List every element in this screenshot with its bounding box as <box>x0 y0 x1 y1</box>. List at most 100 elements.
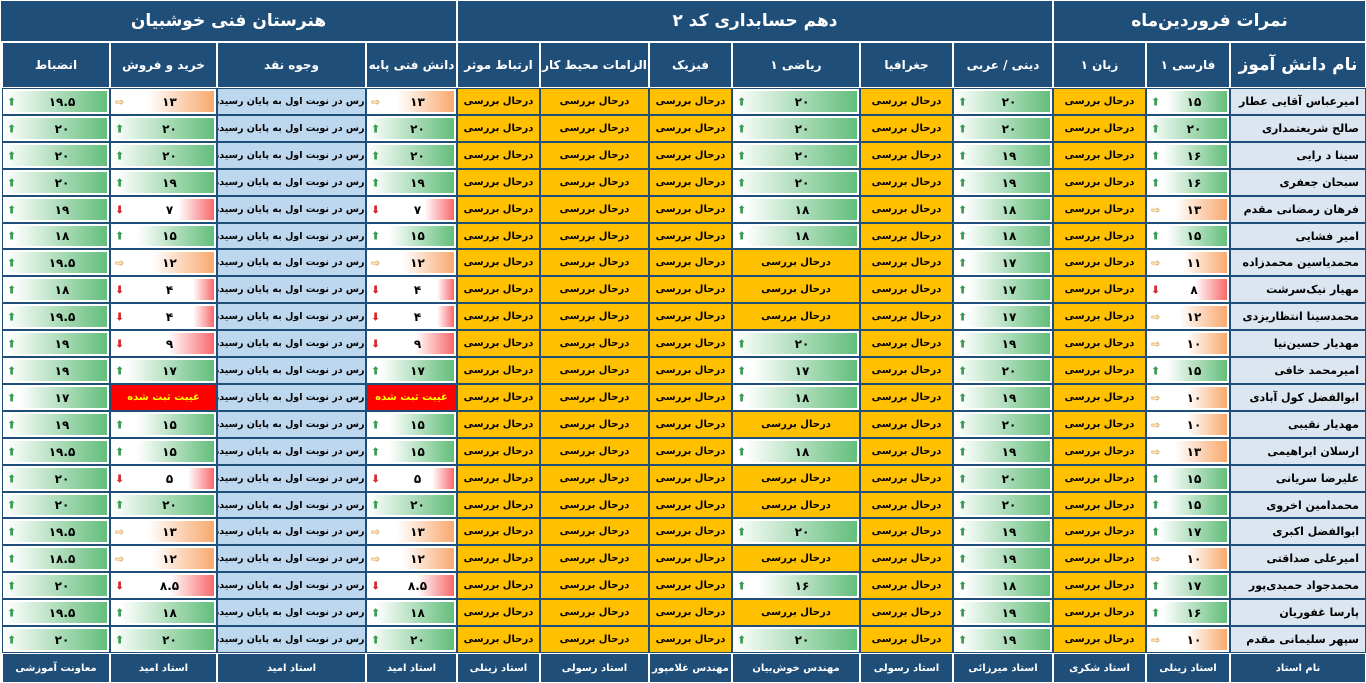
arrow-right-icon: ⇨ <box>1151 256 1161 269</box>
status-under-review: درحال بررسی <box>457 303 540 330</box>
arrow-up-icon: ⬆ <box>958 606 968 619</box>
grade-value: ۱۶ <box>1186 175 1202 190</box>
grade-bar <box>8 414 107 435</box>
arrow-down-icon: ⬇ <box>115 472 125 485</box>
arrow-up-icon: ⬆ <box>7 525 17 538</box>
grade-bar <box>958 548 1050 569</box>
status-under-review: درحال بررسی <box>1053 303 1146 330</box>
arrow-right-icon: ⇨ <box>1151 337 1161 350</box>
grade-bar <box>954 360 1050 381</box>
grade-bar <box>8 199 107 220</box>
arrow-up-icon: ⬆ <box>371 445 381 458</box>
arrow-up-icon: ⬆ <box>958 364 968 377</box>
status-first-term-ended: درس در نوبت اول به پایان رسیده <box>217 303 366 330</box>
grade-bar <box>18 387 107 408</box>
student-name: محمدسینا انتظاریزدی <box>1230 303 1366 330</box>
arrow-up-icon: ⬆ <box>1151 122 1161 135</box>
grade-bar <box>954 468 1050 489</box>
grade-value: ۱۵ <box>1186 363 1202 378</box>
status-under-review: درحال بررسی <box>1053 330 1146 357</box>
grade-bar <box>1167 360 1227 381</box>
arrow-up-icon: ⬆ <box>7 203 17 216</box>
grade-bar <box>963 226 1050 246</box>
status-under-review: درحال بررسی <box>649 276 732 303</box>
arrow-up-icon: ⬆ <box>7 364 17 377</box>
student-name: محمدامین اخروی <box>1230 492 1366 518</box>
column-header-danesh: دانش فنی پایه <box>366 42 457 88</box>
arrow-right-icon: ⇨ <box>1151 633 1161 646</box>
column-header-elzamat: الزامات محیط کار <box>540 42 649 88</box>
column-header-dini: دینی / عربی <box>953 42 1053 88</box>
grade-bar <box>136 414 214 435</box>
grade-bar <box>1183 252 1227 273</box>
teacher-danesh: استاد امید <box>366 653 457 683</box>
status-under-review: درحال بررسی <box>457 599 540 626</box>
grade-cell-dini: ⬆ ۲۰ <box>953 465 1053 492</box>
grade-bar <box>3 495 107 515</box>
grade-value: ۵ <box>413 471 422 486</box>
status-under-review: درحال بررسی <box>457 465 540 492</box>
grade-value: ۱۳ <box>162 94 177 109</box>
arrow-up-icon: ⬆ <box>958 418 968 431</box>
grade-value: ۱۹.۵ <box>48 524 76 539</box>
grade-value: ۸ <box>1190 282 1198 297</box>
grade-value: ۱۸ <box>1001 229 1017 243</box>
arrow-up-icon: ⬆ <box>737 149 747 162</box>
status-under-review: درحال بررسی <box>540 303 649 330</box>
grade-cell-riazi: ⬆ ۱۷ <box>732 357 860 384</box>
grade-cell-enzebat: ⬆ ۱۷ <box>2 384 110 411</box>
status-under-review: درحال بررسی <box>649 492 732 518</box>
grade-cell-riazi: ⬆ ۲۰ <box>732 169 860 196</box>
status-under-review: درحال بررسی <box>860 626 953 653</box>
grade-cell-danesh: ⇨ ۱۳ <box>366 88 457 115</box>
status-first-term-ended: درس در نوبت اول به پایان رسیده <box>217 438 366 465</box>
teacher-fizik: مهندس غلامپور <box>649 653 732 683</box>
title-month: نمرات فروردین‌ماه <box>1053 0 1366 42</box>
arrow-up-icon: ⬆ <box>371 364 381 377</box>
arrow-up-icon: ⬆ <box>958 552 968 565</box>
grade-bar <box>126 360 214 381</box>
arrow-up-icon: ⬆ <box>958 203 968 216</box>
grade-bar <box>958 172 1050 193</box>
grade-value: ۱۶ <box>1186 605 1202 620</box>
grade-cell-dini: ⬆ ۱۹ <box>953 142 1053 169</box>
grade-value: ۲۰ <box>410 121 425 136</box>
arrow-up-icon: ⬆ <box>1151 229 1161 243</box>
arrow-up-icon: ⬆ <box>958 283 968 296</box>
grade-bar <box>733 91 857 112</box>
status-under-review: درحال بررسی <box>860 249 953 276</box>
arrow-down-icon: ⬇ <box>371 337 381 350</box>
arrow-up-icon: ⬆ <box>371 149 381 162</box>
column-header-kharid: خرید و فروش <box>110 42 217 88</box>
teacher-zaban: استاد شکری <box>1053 653 1146 683</box>
grade-bar <box>1159 575 1227 596</box>
grade-cell-dini: ⬆ ۲۰ <box>953 411 1053 438</box>
grade-cell-danesh: ⬇ ۴ <box>366 276 457 303</box>
status-under-review: درحال بررسی <box>540 88 649 115</box>
arrow-up-icon: ⬆ <box>958 256 968 269</box>
grade-bar <box>954 91 1050 112</box>
grade-value: ۱۹ <box>54 363 70 378</box>
student-name: پارسا غفوریان <box>1230 599 1366 626</box>
status-under-review: درحال بررسی <box>1053 142 1146 169</box>
grade-cell-farsi: ⬆ ۱۵ <box>1146 492 1230 518</box>
grade-bar <box>13 226 107 246</box>
title-class: دهم حسابداری کد ۲ <box>457 0 1053 42</box>
grade-value: ۱۰ <box>1186 632 1202 647</box>
grade-bar <box>388 414 454 435</box>
arrow-up-icon: ⬆ <box>115 633 125 646</box>
grade-value: ۱۹ <box>1001 444 1017 459</box>
grade-value: ۱۹ <box>54 202 70 217</box>
grade-bar <box>958 145 1050 166</box>
status-under-review: درحال بررسی <box>649 384 732 411</box>
grade-bar <box>8 333 107 354</box>
arrow-up-icon: ⬆ <box>7 472 17 485</box>
grade-bar <box>1187 414 1227 435</box>
status-under-review: درحال بررسی <box>860 572 953 599</box>
grade-bar <box>1195 279 1227 300</box>
status-under-review: درحال بررسی <box>457 88 540 115</box>
grade-bar <box>745 199 857 220</box>
grade-cell-enzebat: ⬆ ۱۹.۵ <box>2 88 110 115</box>
grade-cell-farsi: ⬆ ۱۵ <box>1146 357 1230 384</box>
status-first-term-ended: درس در نوبت اول به پایان رسیده <box>217 626 366 653</box>
